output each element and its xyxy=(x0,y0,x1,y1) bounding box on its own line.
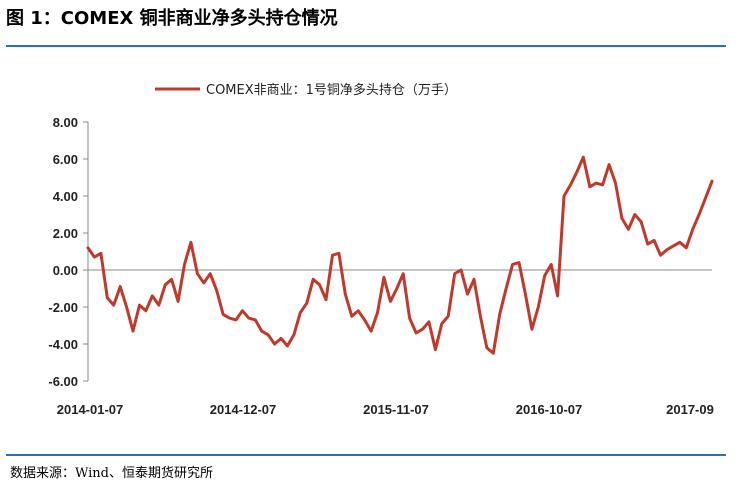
footer-divider xyxy=(6,454,726,456)
figure-title: 图 1：COMEX 铜非商业净多头持仓情况 xyxy=(6,8,338,29)
x-tick-label: 2016-10-07 xyxy=(516,402,583,417)
x-tick-label: 2014-01-07 xyxy=(57,402,124,417)
series-line-copper-net-long xyxy=(86,155,714,355)
y-tick-label: -6.00 xyxy=(48,374,78,389)
y-axis-ticks: 8.00 6.00 4.00 2.00 0.00 -2.00 -4.00 -6.00 xyxy=(48,115,88,389)
source-note: 数据来源：Wind、恒泰期货研究所 xyxy=(10,466,213,481)
chart-area: 8.00 6.00 4.00 2.00 0.00 -2.00 -4.00 -6.00 2014… xyxy=(48,82,714,417)
y-tick-label: 6.00 xyxy=(53,152,78,167)
x-tick-label: 2017-09 xyxy=(666,402,714,417)
x-axis-ticks: 2014-01-07 2014-12-07 2015-11-07 2016-10-07… xyxy=(57,402,714,417)
x-tick-label: 2014-12-07 xyxy=(210,402,277,417)
legend-label: COMEX非商业：1号铜净多头持仓（万手） xyxy=(206,82,457,98)
y-tick-label: 8.00 xyxy=(53,115,78,130)
y-tick-label: -2.00 xyxy=(48,300,78,315)
y-tick-label: 2.00 xyxy=(53,226,78,241)
title-divider xyxy=(6,45,726,47)
x-tick-label: 2015-11-07 xyxy=(363,402,429,417)
y-tick-label: -4.00 xyxy=(48,337,78,352)
y-tick-label: 0.00 xyxy=(53,263,78,278)
legend: COMEX非商业：1号铜净多头持仓（万手） xyxy=(155,82,457,98)
y-tick-label: 4.00 xyxy=(53,189,78,204)
